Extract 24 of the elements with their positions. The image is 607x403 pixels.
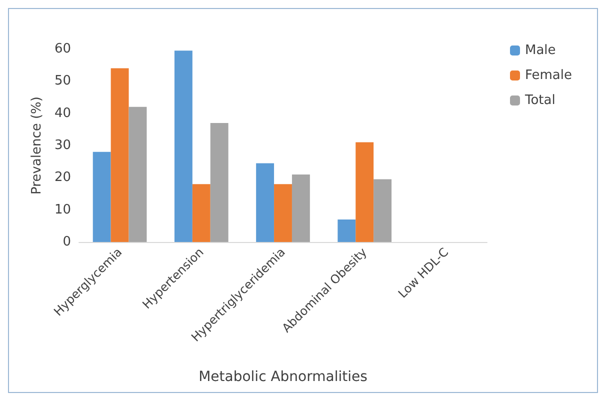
bar [374,179,392,242]
bar [356,142,374,242]
y-tick-label: 10 [54,202,71,218]
bar [256,163,274,242]
y-tick-label: 60 [54,42,71,56]
bar [274,184,292,242]
bar [128,106,147,242]
legend-label: Male [524,43,556,58]
bar [92,152,111,242]
bar [192,184,210,242]
bar [174,50,192,242]
y-tick-label: 0 [62,234,71,250]
bar [210,122,228,242]
y-tick-label: 50 [54,74,71,89]
x-axis-title: Metabolic Abnormalities [198,369,368,385]
y-tick-label: 20 [54,170,71,186]
bar [110,68,129,242]
y-tick-label: 30 [54,138,71,153]
legend-label: Female [524,68,572,83]
y-tick-label: 40 [54,106,71,121]
bar [292,174,310,242]
y-axis-title: Prevalence (%) [30,96,45,194]
bar [338,219,356,242]
legend-label: Total [524,93,556,108]
